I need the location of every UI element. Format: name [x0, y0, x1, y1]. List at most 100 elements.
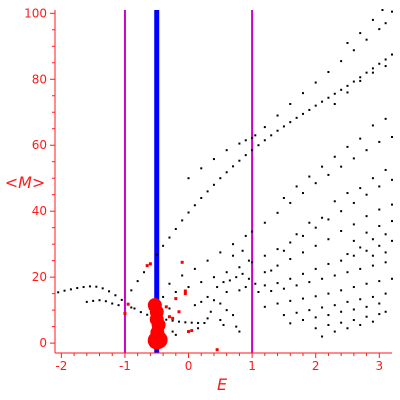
data-point — [238, 266, 241, 269]
data-point — [301, 251, 304, 254]
data-point — [206, 295, 209, 298]
data-point — [146, 313, 149, 316]
data-point — [143, 271, 146, 274]
data-point — [212, 183, 215, 186]
data-point — [251, 230, 254, 233]
data-point — [314, 316, 317, 319]
data-point — [270, 134, 273, 137]
data-point — [327, 71, 330, 73]
data-point — [238, 159, 241, 162]
highlight-point — [145, 264, 149, 268]
data-point — [340, 289, 343, 292]
data-point — [187, 286, 190, 289]
data-point — [321, 306, 324, 309]
data-point — [174, 227, 177, 230]
data-point — [321, 165, 324, 168]
data-point — [282, 287, 285, 290]
data-point — [225, 290, 228, 293]
axes: -2 -1 0 1 2 3 0 20 40 60 80 100 — [24, 6, 392, 373]
highlight-point — [164, 305, 168, 309]
data-point — [225, 271, 228, 274]
data-point — [327, 314, 330, 317]
data-point — [321, 216, 324, 219]
data-point — [162, 244, 165, 247]
y-tick-label: 40 — [32, 204, 47, 218]
data-point — [340, 60, 343, 63]
data-point — [346, 91, 349, 94]
data-point — [314, 104, 317, 107]
data-point — [232, 254, 235, 257]
data-point — [340, 229, 343, 232]
data-point — [263, 126, 266, 129]
data-point — [352, 157, 355, 160]
data-point — [384, 251, 387, 254]
large-point — [147, 298, 162, 313]
data-point — [82, 286, 85, 289]
data-point — [327, 238, 330, 241]
data-point — [391, 178, 393, 181]
data-point — [276, 114, 279, 117]
data-point — [333, 103, 336, 105]
highlight-point — [174, 297, 178, 301]
y-tick-label: 60 — [32, 138, 47, 152]
data-point — [136, 280, 139, 283]
highlight-point — [148, 262, 152, 266]
data-point — [359, 323, 362, 326]
highlight-point — [215, 348, 219, 352]
data-point — [295, 185, 298, 188]
highlight-point — [123, 311, 127, 315]
data-point — [391, 277, 393, 280]
data-point — [365, 282, 368, 285]
data-point — [203, 321, 206, 324]
data-point — [327, 218, 330, 221]
data-point — [241, 272, 244, 275]
data-point — [200, 167, 203, 170]
data-point — [352, 223, 355, 226]
data-point — [209, 310, 212, 313]
data-point — [181, 274, 184, 277]
data-point — [222, 323, 225, 326]
data-point — [251, 149, 254, 152]
data-point — [85, 300, 88, 303]
data-point — [216, 286, 219, 289]
data-point — [327, 96, 330, 99]
data-point — [365, 149, 368, 152]
data-point — [308, 309, 311, 312]
data-point — [340, 321, 343, 324]
data-point — [384, 117, 387, 120]
data-point — [257, 144, 260, 147]
data-point — [289, 241, 292, 244]
data-point — [104, 300, 107, 303]
data-point — [352, 319, 355, 322]
data-point — [327, 292, 330, 295]
data-point — [371, 264, 374, 267]
data-point — [301, 92, 304, 95]
data-point — [263, 254, 266, 257]
data-point — [327, 173, 330, 176]
data-point — [365, 305, 368, 308]
data-point — [365, 215, 368, 218]
data-point — [219, 319, 222, 322]
data-point — [333, 330, 336, 333]
data-point — [371, 71, 374, 74]
data-point — [238, 142, 241, 145]
data-point — [346, 271, 349, 274]
data-points — [57, 9, 393, 352]
data-point — [289, 322, 292, 325]
data-point — [346, 84, 349, 87]
highlight-point — [177, 310, 181, 314]
data-point — [378, 225, 381, 228]
data-point — [111, 302, 114, 305]
y-tick-label: 0 — [39, 336, 47, 350]
data-point — [352, 201, 355, 204]
data-point — [301, 234, 304, 237]
data-point — [263, 305, 266, 308]
data-point — [340, 88, 343, 91]
data-point — [187, 211, 190, 214]
data-point — [197, 327, 200, 330]
data-point — [282, 125, 285, 128]
data-point — [254, 134, 257, 137]
data-point — [378, 62, 381, 65]
x-tick-label: 2 — [312, 359, 320, 373]
data-point — [352, 308, 355, 311]
